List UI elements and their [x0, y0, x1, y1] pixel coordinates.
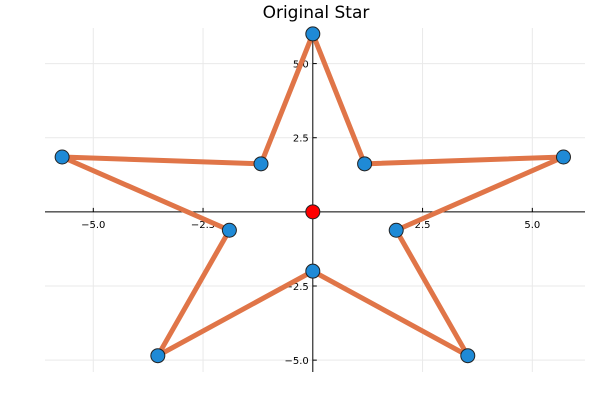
star-vertex-point [357, 156, 373, 172]
star-vertex-point [221, 222, 237, 238]
y-tick-label: −5.0 [285, 356, 309, 367]
star-vertex-point [555, 149, 571, 165]
axes: −5.0 −2.5 2.5 5.0−5.0−2.52.55.0 [45, 28, 585, 372]
y-tick-label: 2.5 [293, 134, 309, 145]
center-point [305, 204, 321, 220]
x-tick-label: 2.5 [415, 220, 431, 231]
marker-layer [54, 26, 571, 364]
x-tick-label: −2.5 [191, 220, 215, 231]
star-vertex-point [253, 156, 269, 172]
star-vertex-point [54, 149, 70, 165]
star-vertex-point [305, 26, 321, 42]
y-tick-label: −2.5 [285, 282, 309, 293]
star-vertex-point [388, 222, 404, 238]
x-tick-label: −5.0 [81, 220, 105, 231]
star-vertex-point [150, 348, 166, 364]
grid [45, 28, 585, 372]
x-tick-label: 5.0 [524, 220, 540, 231]
star-vertex-point [305, 263, 321, 279]
chart-title: Original Star [263, 3, 370, 23]
star-vertex-point [460, 348, 476, 364]
